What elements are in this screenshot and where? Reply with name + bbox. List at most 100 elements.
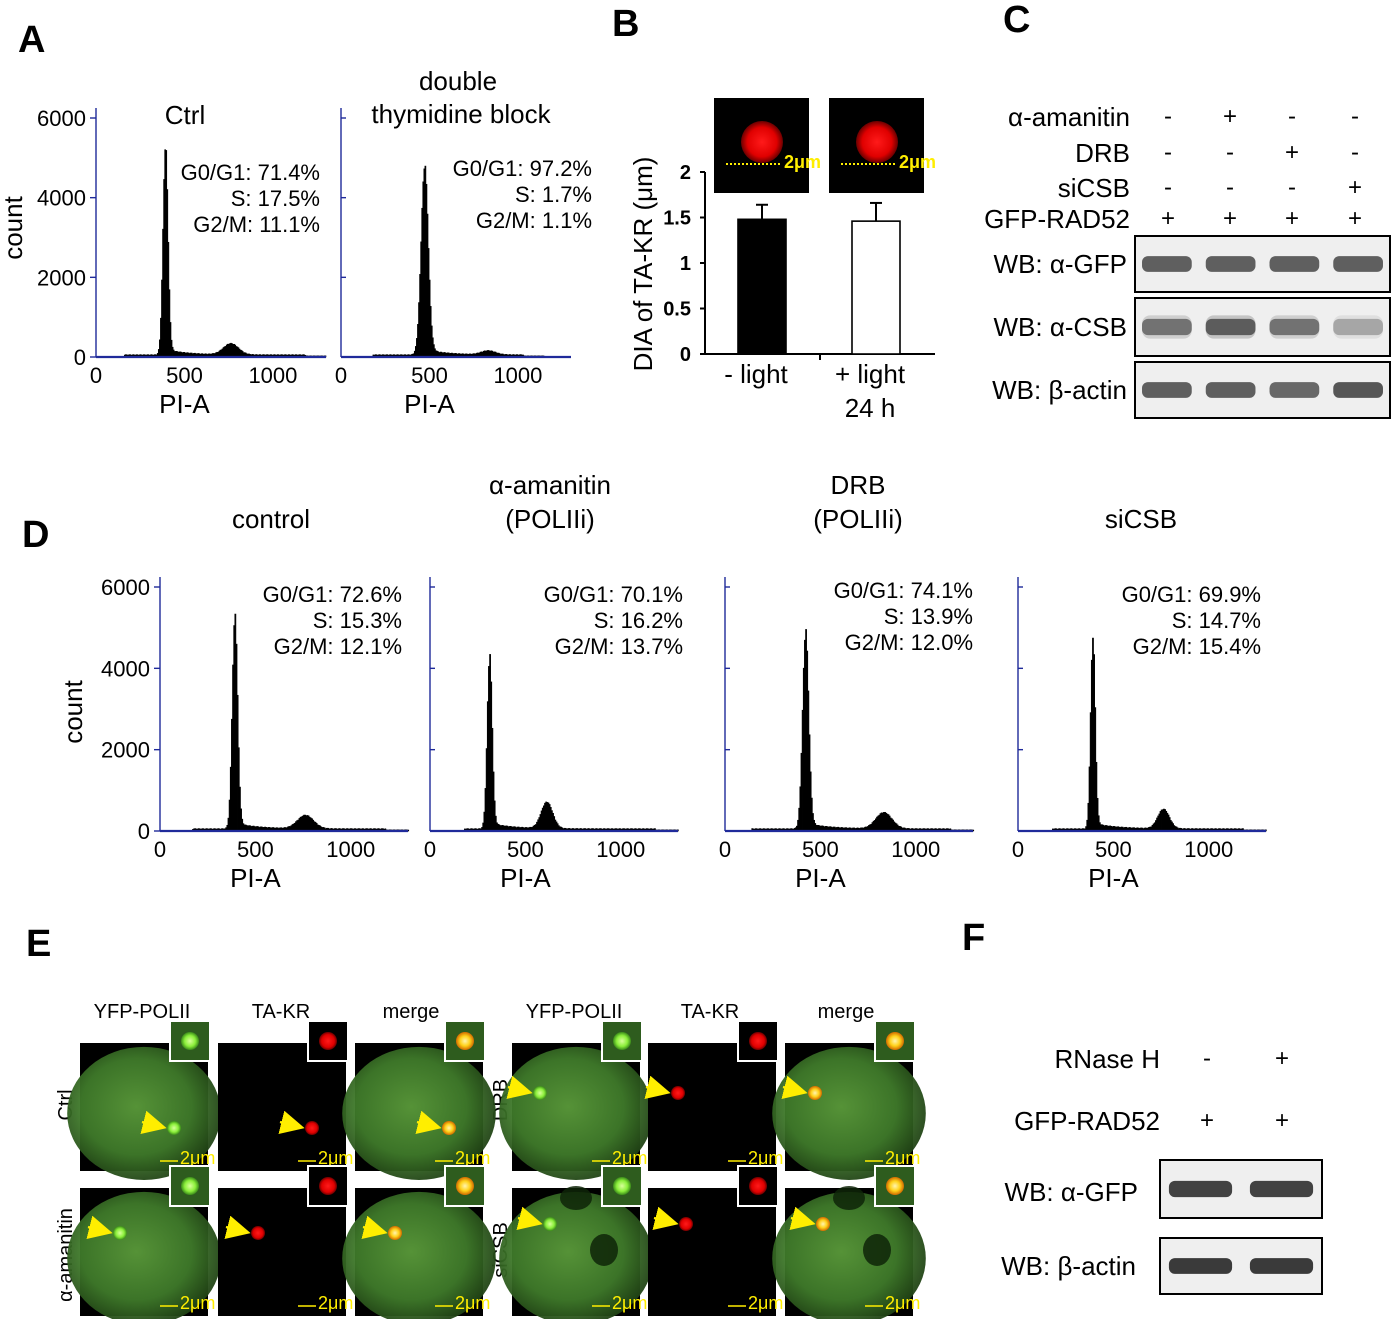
panel-e-tile-0-0-1-focus (305, 1121, 319, 1135)
y-tick-label: 1 (680, 253, 691, 275)
panel-b-label: B (612, 3, 639, 45)
y-tick-label: 0 (74, 345, 86, 370)
panel-e-tile-1-0-0-nucleus (499, 1046, 653, 1180)
panel-c-blot-1-box (1134, 297, 1391, 357)
x-tick-label: 0 (719, 837, 731, 862)
panel-e-tile-1-0-2-nucleus (772, 1046, 926, 1180)
panel-a-ylabel: count (0, 195, 28, 259)
panel-e-tile-1-1-0-focus (543, 1217, 557, 1231)
x-tick-label: 0 (424, 837, 436, 862)
panel-e-tile-1-1-2-nucleolus-2 (833, 1186, 865, 1210)
panel-d-plot-2-stat-0: G0/G1: 74.1% (834, 578, 973, 603)
panel-a-plot-1-stat-2: G2/M: 1.1% (476, 208, 592, 233)
panel-f-row-label-0: RNase H (1055, 1044, 1160, 1074)
panel-e-tile-0-1-2-focus (388, 1226, 402, 1240)
scalebar-label-1: 2μm (899, 152, 936, 172)
y-tick-label: 1.5 (663, 208, 691, 230)
panel-e-tile-0-0-1-inset-focus (319, 1032, 337, 1050)
category-label-1-0: + light (835, 359, 906, 389)
panel-d-plot-2: 0 500 1000 PI-A (719, 577, 975, 893)
panel-e-tile-0-1-1-arrow (224, 1215, 251, 1239)
panel-c-blot-label-2: WB: β-actin (992, 375, 1127, 405)
panel-d-ylabel: count (58, 679, 88, 743)
panel-e-tile-0-0-1-arrow (278, 1110, 305, 1134)
panel-c-sign-2-0: - (1164, 174, 1172, 201)
panel-c-sign-3-0: + (1161, 205, 1175, 232)
panel-a-plot-0-stat-2: G2/M: 11.1% (193, 212, 320, 237)
panel-e-tile-1-0-0-inset-focus (613, 1032, 631, 1050)
panel-c-blot-2-band-2 (1269, 382, 1320, 398)
panel-c-sign-1-3: - (1351, 139, 1359, 166)
panel-f-sign-0-1: + (1275, 1045, 1289, 1072)
x-tick-label: 500 (166, 363, 203, 388)
panel-d-plot-1-stat-0: G0/G1: 70.1% (544, 582, 683, 607)
panel-a-plot-1-stat-1: S: 1.7% (515, 182, 592, 207)
panel-e-tile-1-1-2-focus (816, 1217, 830, 1231)
x-tick-label: 500 (802, 837, 839, 862)
y-tick-label: 4000 (37, 186, 86, 211)
panel-c-blot-2-band-0 (1142, 382, 1192, 398)
category-label-0-0: - light (724, 359, 788, 389)
x-axis-label: PI-A (404, 389, 455, 419)
panel-e-tile-1-1-0-inset-focus (613, 1177, 631, 1195)
panel-d-title-1-line-1: (POLIIi) (505, 504, 595, 534)
panel-e-tile-1-1-2-inset-focus (886, 1177, 904, 1195)
panel-f-blot-0-band-1 (1249, 1180, 1314, 1198)
panel-a-title-0: Ctrl (165, 100, 205, 130)
x-tick-label: 1000 (493, 363, 542, 388)
panel-a-plot-0-stat-1: S: 17.5% (231, 186, 320, 211)
panel-d-plot-2-stat-1: S: 13.9% (884, 604, 973, 629)
panel-e-tile-0-1-1-focus (251, 1226, 265, 1240)
panel-c-sign-1-0: - (1164, 139, 1172, 166)
panel-e-tile-1-0-2-focus (808, 1086, 822, 1100)
x-tick-label: 0 (90, 363, 102, 388)
panel-f-sign-0-0: - (1203, 1045, 1211, 1072)
panel-e-col-header-1-2: merge (818, 1001, 875, 1023)
panel-a-title-1-line-1: thymidine block (371, 99, 551, 129)
panel-e-tile-1-1-0-arrow (516, 1206, 543, 1230)
x-tick-label: 0 (335, 363, 347, 388)
panel-e-label: E (26, 923, 51, 965)
x-tick-label: 0 (154, 837, 166, 862)
panel-c-blot-label-1: WB: α-CSB (994, 312, 1127, 342)
panel-e-microscopy: YFP-POLII TA-KR merge YFP-POLII TA-KR mergeCt… (55, 1001, 926, 1319)
x-tick-label: 1000 (326, 837, 375, 862)
panel-e-tile-1-0-0-arrow (506, 1075, 533, 1099)
panel-f-blot-label-0: WB: α-GFP (1005, 1177, 1138, 1207)
panel-e-tile-0-0-0-scalebar-label: 2μm (180, 1148, 215, 1168)
x-tick-label: 500 (507, 837, 544, 862)
y-tick-label: 2000 (101, 738, 150, 763)
panel-d-plot-3-stat-1: S: 14.7% (1172, 608, 1261, 633)
panel-a-plot-0-stat-0: G0/G1: 71.4% (181, 160, 320, 185)
y-tick-label: 2000 (37, 265, 86, 290)
panel-e-tile-1-0-2-scalebar-label: 2μm (885, 1148, 920, 1168)
panel-e-tile-0-0-0-arrow (140, 1110, 167, 1134)
panel-d-title-1-line-0: α-amanitin (489, 470, 611, 500)
panel-c-blot-1-smear-2 (1269, 315, 1320, 339)
panel-e-tile-1-1-0-nucleolus (590, 1234, 618, 1266)
bar-1 (851, 220, 901, 355)
panel-e-tile-0-1-2-inset (444, 1165, 486, 1207)
panel-c-sign-2-3: + (1348, 174, 1362, 201)
panel-c-blot-0-band-1 (1205, 256, 1256, 272)
y-tick-label: 0.5 (663, 299, 691, 321)
panel-d-plot-0: 6000 4000 2000 00 500 1000 PI-A (101, 575, 410, 893)
panel-e-tile-1-0-1-scalebar-label: 2μm (748, 1148, 783, 1168)
panel-a-plot-1: 0 500 1000 PI-A (335, 108, 571, 419)
panel-d-plot-3: 0 500 1000 PI-A (1012, 577, 1267, 893)
panel-e-tile-0-1-2-scalebar-label: 2μm (455, 1293, 490, 1313)
panel-d-title-3: siCSB (1105, 504, 1177, 534)
panel-f-blot-1-band-0 (1168, 1258, 1233, 1274)
panel-e-tile-0-1-2-inset-focus (456, 1177, 474, 1195)
panel-c-row-label-2: siCSB (1058, 173, 1130, 203)
panel-e-tile-0-1-2-arrow (361, 1215, 388, 1239)
x-axis-label: PI-A (159, 389, 210, 419)
x-axis-label: PI-A (795, 863, 846, 893)
panel-c-blot-1-smear-1 (1205, 315, 1256, 339)
panel-e-col-header-1-0: YFP-POLII (526, 1001, 623, 1023)
panel-e-tile-0-0-1 (218, 1043, 346, 1171)
panel-e-tile-0-0-2-inset-focus (456, 1032, 474, 1050)
panel-e-tile-1-1-1-focus (679, 1217, 693, 1231)
